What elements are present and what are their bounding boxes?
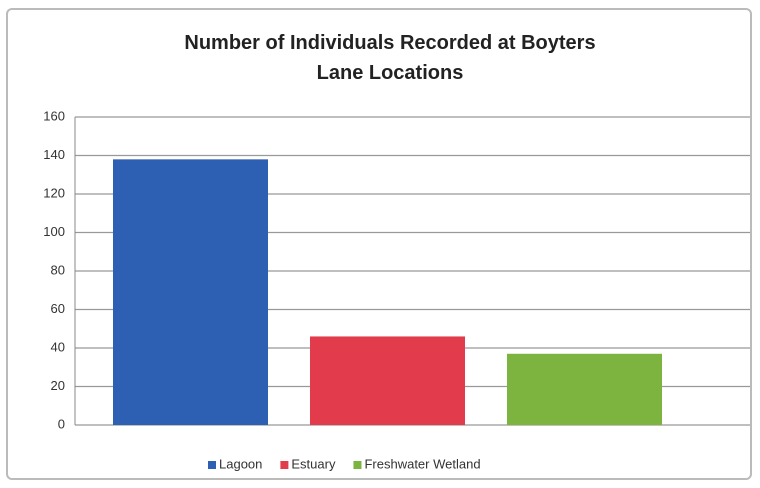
chart-frame: [6, 8, 752, 480]
y-tick-label: 80: [51, 262, 65, 277]
legend-marker: [280, 461, 289, 469]
y-tick-label: 160: [43, 108, 65, 123]
y-tick-label: 120: [43, 185, 65, 200]
y-tick-label: 40: [51, 339, 65, 354]
bar: [113, 159, 268, 425]
y-tick-label: 0: [58, 416, 65, 431]
legend-label: Estuary: [291, 456, 336, 471]
y-tick-label: 140: [43, 147, 65, 162]
legend-label: Freshwater Wetland: [364, 456, 480, 471]
y-tick-label: 20: [51, 378, 65, 393]
y-tick-label: 60: [51, 301, 65, 316]
y-tick-label: 100: [43, 224, 65, 239]
legend-marker: [208, 461, 216, 469]
bar: [310, 336, 465, 425]
chart-title: Number of Individuals Recorded at Boyter…: [184, 32, 596, 84]
legend-label: Lagoon: [219, 456, 262, 471]
legend-marker: [353, 461, 362, 469]
bar: [507, 353, 662, 425]
